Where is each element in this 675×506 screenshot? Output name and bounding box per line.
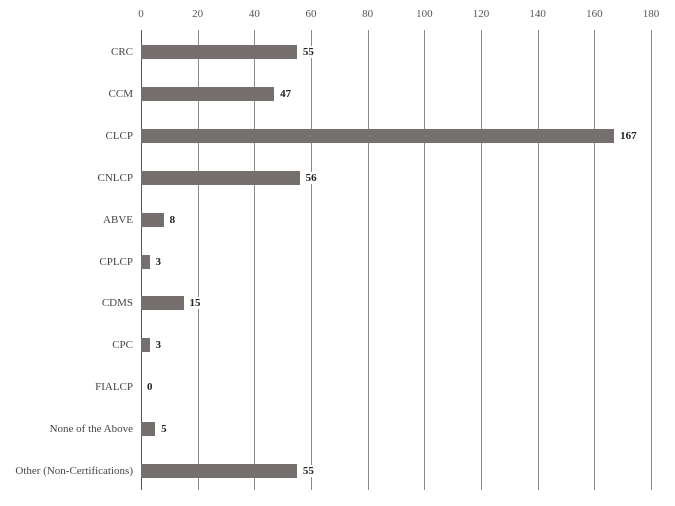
data-label: 55 [300, 46, 316, 58]
x-tick-label: 0 [138, 8, 144, 20]
data-label: 56 [303, 171, 319, 184]
data-label: 5 [159, 423, 169, 436]
x-tick-label: 60 [305, 8, 317, 20]
bar [141, 170, 300, 185]
bar [141, 212, 164, 227]
category-label: None of the Above [49, 423, 133, 436]
bar [141, 296, 184, 311]
gridline [481, 30, 482, 490]
data-label: 8 [167, 213, 178, 226]
bar [141, 338, 150, 353]
gridline [651, 30, 652, 490]
gridline [424, 30, 425, 490]
category-label: CPC [112, 339, 133, 352]
bar [141, 45, 297, 59]
category-label: CCM [108, 87, 133, 100]
data-label: 0 [145, 381, 155, 394]
category-label: ABVE [103, 213, 133, 226]
x-tick-label: 40 [248, 8, 260, 20]
gridline [594, 30, 595, 490]
bar [141, 422, 156, 437]
category-label: FIALCP [95, 381, 133, 394]
category-label: CNLCP [97, 171, 133, 184]
category-label: CPLCP [99, 255, 133, 268]
category-label: CLCP [105, 129, 133, 142]
gridline [368, 30, 369, 490]
data-label: 3 [153, 255, 163, 268]
gridline [254, 30, 255, 490]
bar [141, 254, 150, 269]
x-tick-label: 180 [642, 8, 660, 20]
data-label: 167 [618, 129, 639, 142]
category-label: CDMS [101, 297, 133, 310]
bar [141, 86, 275, 101]
gridline [311, 30, 312, 490]
data-label: 55 [300, 465, 316, 477]
x-tick-label: 100 [416, 8, 433, 20]
data-label: 15 [187, 297, 203, 310]
x-tick-label: 160 [586, 8, 603, 20]
x-tick-label: 80 [362, 8, 374, 20]
data-label: 47 [278, 87, 294, 100]
bar [141, 128, 615, 143]
data-label: 3 [153, 339, 163, 352]
category-label: Other (Non-Certifications) [15, 465, 133, 477]
x-tick-label: 140 [529, 8, 546, 20]
gridline [538, 30, 539, 490]
x-tick-label: 120 [472, 8, 490, 20]
bar [141, 464, 297, 478]
x-tick-label: 20 [192, 8, 204, 20]
gridline [198, 30, 199, 490]
category-label: CRC [110, 46, 133, 58]
